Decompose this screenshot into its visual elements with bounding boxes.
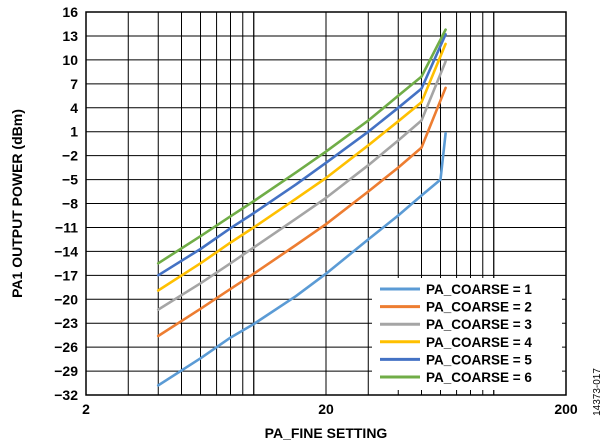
x-tick-label: 2 [82, 401, 90, 417]
series-line-pa-coarse-4 [156, 42, 447, 292]
legend-label: PA_COARSE = 3 [426, 317, 532, 332]
figure-id-label: 14373-017 [592, 368, 603, 416]
legend: PA_COARSE = 1 PA_COARSE = 2 PA_COARSE = 3 P… [372, 278, 562, 390]
y-tick-label: −20 [54, 291, 78, 307]
x-tick-label: 200 [554, 401, 578, 417]
series-line-pa-coarse-1 [156, 132, 447, 387]
x-tick-labels: 2 20 200 [82, 401, 578, 417]
y-tick-label: −29 [54, 363, 78, 379]
y-tick-label: −26 [54, 339, 78, 355]
y-tick-label: −2 [62, 148, 78, 164]
series-line-pa-coarse-3 [156, 60, 447, 311]
legend-label: PA_COARSE = 6 [426, 370, 532, 385]
y-tick-label: −8 [62, 196, 78, 212]
legend-box [372, 278, 562, 390]
legend-label: PA_COARSE = 1 [426, 282, 532, 297]
x-tick-label: 20 [318, 401, 334, 417]
series-line-pa-coarse-6 [156, 28, 447, 265]
series-line-pa-coarse-5 [156, 32, 447, 277]
y-axis-title: PA1 OUTPUT POWER (dBm) [9, 109, 25, 298]
y-tick-labels: −32 −29 −26 −23 −20 −17 −14 −11 −8 −5 −2 1 4 7 10 13 16 [54, 4, 78, 403]
y-tick-label: 7 [70, 76, 78, 92]
y-tick-label: −11 [55, 219, 78, 235]
series-lines [156, 28, 447, 387]
legend-label: PA_COARSE = 5 [426, 352, 532, 367]
y-tick-label: −32 [54, 387, 78, 403]
y-tick-label: −23 [54, 315, 78, 331]
plot-frame [85, 11, 567, 396]
legend-label: PA_COARSE = 4 [426, 335, 532, 350]
y-tick-label: 4 [70, 100, 78, 116]
y-tick-label: 16 [62, 4, 78, 20]
y-tick-label: −14 [54, 243, 78, 259]
y-tick-label: 10 [62, 52, 78, 68]
legend-label: PA_COARSE = 2 [426, 300, 532, 315]
series-line-pa-coarse-2 [156, 86, 447, 338]
y-tick-label: −5 [62, 172, 78, 188]
x-axis-title: PA_FINE SETTING [265, 425, 388, 441]
y-tick-label: −17 [54, 267, 78, 283]
y-tick-label: 1 [70, 124, 78, 140]
y-tick-label: 13 [62, 28, 78, 44]
